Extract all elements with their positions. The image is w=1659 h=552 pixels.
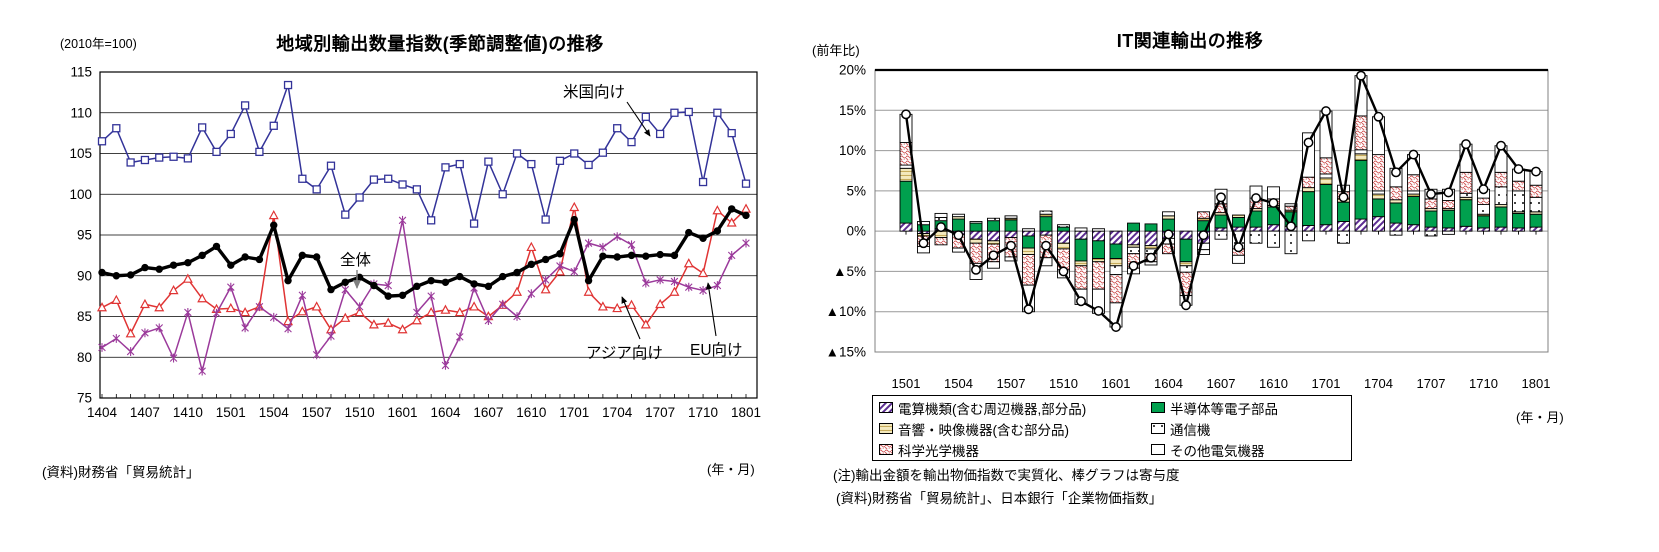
left-source-note: (資料)財務省「貿易統計」 [42, 465, 200, 480]
left-chart-title: 地域別輸出数量指数(季節調整値)の推移 [276, 34, 604, 54]
svg-text:1410: 1410 [173, 405, 203, 420]
svg-text:80: 80 [77, 350, 92, 365]
right-xaxis-unit: (年・月) [1516, 410, 1564, 425]
svg-text:▲5%: ▲5% [833, 264, 866, 279]
svg-text:1801: 1801 [1522, 376, 1551, 391]
legend-label: 音響・映像機器(含む部分品) [898, 422, 1069, 438]
legend-item-scientific-optical: 科学光学機器 [879, 440, 1151, 460]
semiconductors-swatch-icon [1151, 402, 1165, 413]
svg-text:15%: 15% [839, 103, 866, 118]
legend-item-communication: 通信機 [1151, 419, 1351, 439]
svg-text:1510: 1510 [1049, 376, 1078, 391]
left-plot: 75 80 85 90 95 100 105 110 115 1404 1407 1410 1501 15… [69, 65, 761, 421]
svg-text:1507: 1507 [997, 376, 1026, 391]
left-unit-label: (2010年=100) [60, 37, 137, 51]
svg-text:85: 85 [77, 309, 92, 324]
svg-text:90: 90 [77, 268, 92, 283]
asia-series-label: アジア向け [586, 345, 663, 362]
svg-text:100: 100 [69, 187, 92, 202]
legend-item-semiconductors: 半導体等電子部品 [1151, 398, 1351, 418]
svg-text:1607: 1607 [1207, 376, 1236, 391]
eu-series-label: EU向け [690, 342, 743, 359]
svg-text:5%: 5% [846, 183, 866, 198]
legend-item-audio-visual: 音響・映像機器(含む部分品) [879, 419, 1151, 439]
left-xaxis-unit: (年・月) [707, 462, 755, 477]
computers-swatch-icon [879, 402, 893, 413]
svg-text:1704: 1704 [602, 405, 633, 420]
svg-text:1404: 1404 [87, 405, 118, 420]
svg-text:1501: 1501 [216, 405, 246, 420]
legend-item-computers: 電算機類(含む周辺機器,部分品) [879, 398, 1151, 418]
svg-text:1604: 1604 [430, 405, 461, 420]
other-electrical-swatch-icon [1151, 444, 1165, 455]
audio-visual-swatch-icon [879, 423, 893, 434]
svg-text:10%: 10% [839, 143, 866, 158]
left-annotation-arrows [353, 101, 717, 340]
chart-legend: 電算機類(含む周辺機器,部分品) 半導体等電子部品 音響・映像機器(含む部分品)… [872, 395, 1352, 461]
legend-label: 半導体等電子部品 [1170, 401, 1278, 417]
right-source-note: (資料)財務省「貿易統計」、日本銀行「企業物価指数」 [836, 491, 1163, 506]
svg-text:1701: 1701 [559, 405, 589, 420]
svg-text:1610: 1610 [516, 405, 546, 420]
svg-text:1704: 1704 [1364, 376, 1393, 391]
svg-text:1707: 1707 [645, 405, 675, 420]
svg-text:1610: 1610 [1259, 376, 1288, 391]
svg-text:1501: 1501 [892, 376, 921, 391]
svg-text:▲15%: ▲15% [826, 345, 866, 360]
svg-text:1507: 1507 [302, 405, 332, 420]
legend-label: 通信機 [1170, 422, 1211, 438]
svg-text:115: 115 [70, 65, 92, 80]
svg-text:▲10%: ▲10% [826, 304, 866, 319]
svg-text:1710: 1710 [1469, 376, 1498, 391]
legend-label: その他電気機器 [1170, 443, 1265, 459]
overall-series-label: 全体 [340, 252, 372, 269]
svg-text:1710: 1710 [688, 405, 718, 420]
legend-item-other-electrical: その他電気機器 [1151, 440, 1351, 460]
svg-text:1407: 1407 [130, 405, 160, 420]
communication-swatch-icon [1151, 423, 1165, 434]
svg-text:1510: 1510 [345, 405, 375, 420]
svg-text:105: 105 [69, 146, 92, 161]
svg-text:1607: 1607 [473, 405, 503, 420]
svg-text:95: 95 [77, 228, 92, 243]
us-series-label: 米国向け [563, 84, 626, 101]
legend-label: 電算機類(含む周辺機器,部分品) [898, 401, 1087, 417]
series-us [97, 80, 751, 228]
region-export-line-chart: 75 80 85 90 95 100 105 110 115 1404 1407 1410 1501 15… [69, 65, 761, 421]
legend-label: 科学光学機器 [898, 443, 979, 459]
right-unit-label: (前年比) [812, 43, 860, 58]
svg-text:1801: 1801 [731, 405, 761, 420]
svg-text:1504: 1504 [944, 376, 973, 391]
svg-text:1701: 1701 [1312, 376, 1341, 391]
svg-text:1504: 1504 [259, 405, 290, 420]
svg-text:1707: 1707 [1417, 376, 1446, 391]
svg-text:1604: 1604 [1154, 376, 1183, 391]
series-overall [98, 205, 750, 300]
svg-text:20%: 20% [839, 63, 866, 78]
svg-text:75: 75 [77, 391, 92, 406]
right-chart-title: IT関連輸出の推移 [1116, 31, 1264, 51]
svg-text:1601: 1601 [1102, 376, 1131, 391]
right-plot: ▲15% ▲10% ▲5% 0% 5% 10% 15% 20% 1501 1504 1507 1510… [826, 63, 1551, 392]
total-line [901, 70, 1541, 332]
svg-text:110: 110 [70, 105, 92, 120]
scientific-optical-swatch-icon [879, 444, 893, 455]
svg-text:0%: 0% [846, 224, 866, 239]
svg-text:1601: 1601 [388, 405, 418, 420]
right-note: (注)輸出金額を輸出物価指数で実質化、棒グラフは寄与度 [833, 468, 1180, 483]
